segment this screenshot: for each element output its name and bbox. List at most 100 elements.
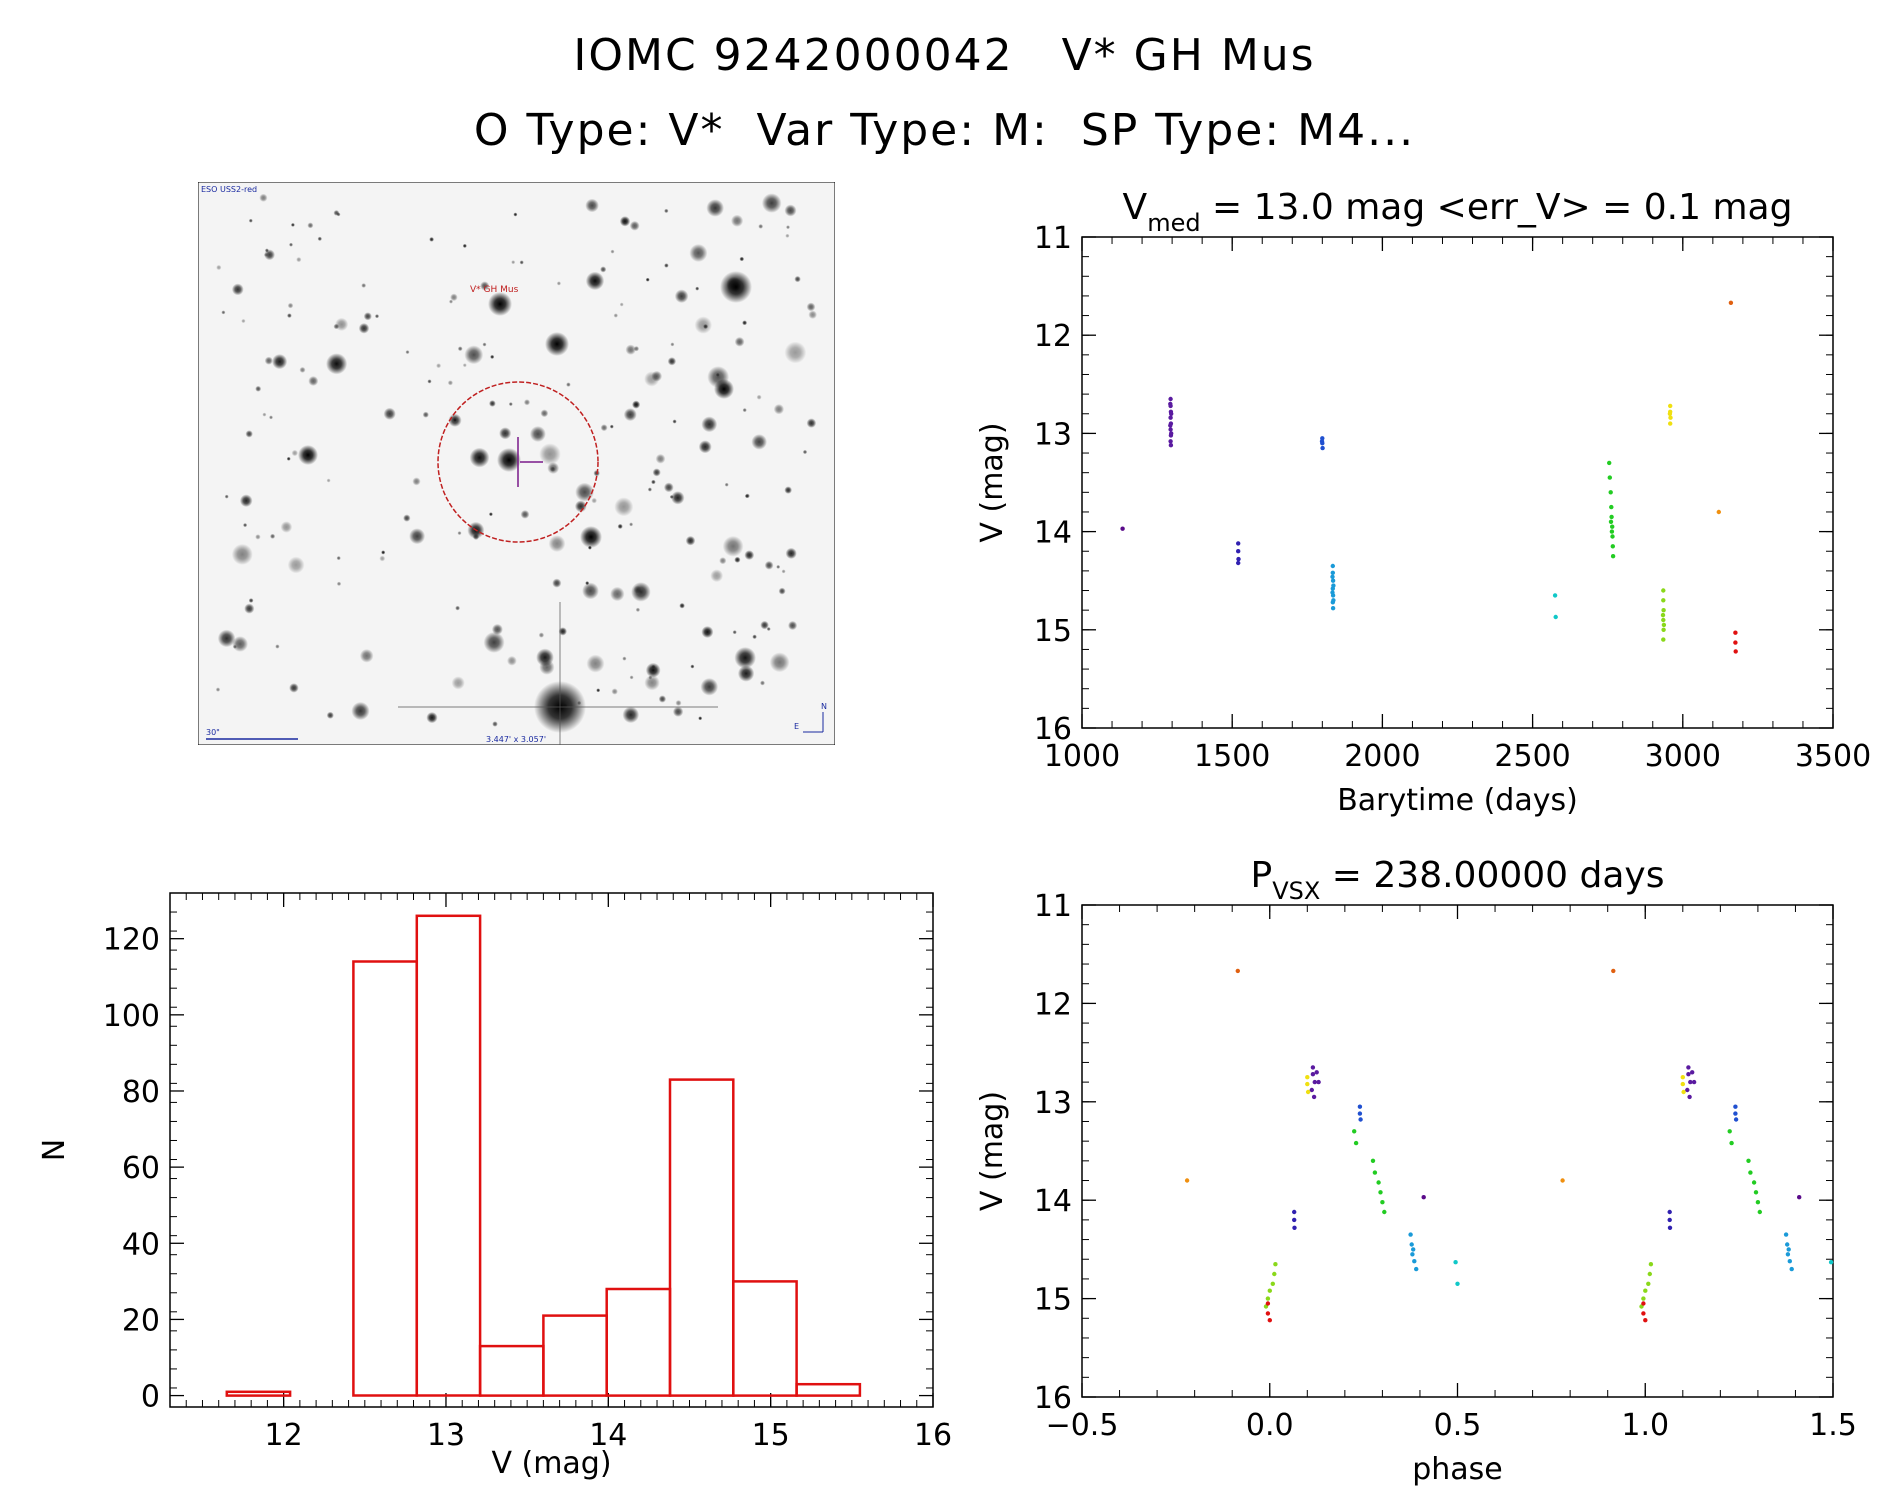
lightcurve-point xyxy=(1610,544,1616,549)
phased-point xyxy=(1412,1259,1417,1264)
phased-point xyxy=(1353,1140,1359,1146)
lightcurve-point xyxy=(1733,640,1738,645)
phased-point xyxy=(1787,1259,1793,1264)
lightcurve-point xyxy=(1330,590,1335,595)
lightcurve-ytick-label: 14 xyxy=(1034,516,1072,551)
lightcurve-point xyxy=(1733,649,1738,654)
lightcurve-point xyxy=(1608,519,1614,524)
phased-point xyxy=(1312,1079,1318,1085)
chart-subtitle: O Type: V* Var Type: M: SP Type: M4... xyxy=(473,105,1416,156)
phased-point xyxy=(1305,1089,1311,1095)
lightcurve-xtick-label: 3000 xyxy=(1645,739,1721,774)
phased-point xyxy=(1410,1252,1415,1257)
phased-point xyxy=(1751,1180,1757,1185)
histogram-x-axis-label: V (mag) xyxy=(491,1446,611,1481)
phased-xtick-label: 1.0 xyxy=(1621,1408,1669,1443)
phased-point xyxy=(1311,1094,1317,1100)
lightcurve-xtick-label: 2500 xyxy=(1494,739,1570,774)
survey-label: ESO USS2-red xyxy=(201,185,257,194)
lightcurve-point xyxy=(1169,431,1174,436)
lightcurve-point xyxy=(1330,563,1336,569)
lightcurve-xtick-label: 1500 xyxy=(1194,739,1270,774)
lightcurve-point xyxy=(1661,608,1666,613)
lightcurve-point xyxy=(1120,526,1125,531)
phased-point xyxy=(1370,1158,1376,1164)
lightcurve-point xyxy=(1667,411,1673,416)
histogram-ytick-label: 60 xyxy=(122,1151,160,1186)
phased-point xyxy=(1453,1260,1458,1265)
phased-point xyxy=(1380,1200,1385,1205)
phased-point xyxy=(1235,968,1241,974)
lightcurve-point xyxy=(1168,427,1173,432)
phased-point xyxy=(1378,1190,1383,1195)
phased-point xyxy=(1785,1242,1790,1247)
phased-point xyxy=(1783,1232,1789,1237)
phased-point xyxy=(1382,1209,1387,1215)
histogram-bar xyxy=(795,1382,862,1397)
histogram-xtick-label: 16 xyxy=(914,1418,952,1453)
compass-icon xyxy=(803,712,824,733)
phased-point xyxy=(1455,1281,1460,1287)
phased-point xyxy=(1265,1311,1271,1316)
phased-point xyxy=(1314,1070,1319,1075)
phased-point xyxy=(1753,1190,1759,1195)
phased-plot-frame xyxy=(1081,904,1834,1398)
phased-point xyxy=(1414,1266,1419,1272)
phased-ytick-label: 11 xyxy=(1034,889,1072,924)
lightcurve-point xyxy=(1236,556,1241,562)
lightcurve-point xyxy=(1330,578,1336,583)
phased-point xyxy=(1358,1117,1363,1122)
lightcurve-point xyxy=(1330,570,1336,575)
histogram-bar xyxy=(668,1078,735,1397)
phased-point xyxy=(1316,1079,1321,1085)
phased-point xyxy=(1667,1209,1672,1215)
phased-point xyxy=(1641,1296,1646,1301)
phased-point xyxy=(1785,1252,1791,1257)
phased-point xyxy=(1292,1225,1297,1231)
phased-point xyxy=(1686,1065,1691,1070)
phased-xtick-label: 0.5 xyxy=(1434,1408,1482,1443)
lightcurve-point xyxy=(1168,401,1173,407)
lightcurve-point xyxy=(1236,541,1241,546)
phased-point xyxy=(1828,1260,1834,1265)
lightcurve-point xyxy=(1168,423,1173,428)
phased-point xyxy=(1789,1266,1794,1272)
lightcurve-point xyxy=(1610,534,1615,539)
lightcurve-point xyxy=(1609,529,1615,534)
phased-point xyxy=(1409,1242,1414,1247)
phased-point xyxy=(1310,1072,1316,1077)
phased-point xyxy=(1357,1104,1363,1109)
crosshair-icon xyxy=(517,437,543,487)
phased-point xyxy=(1611,968,1616,974)
phased-point xyxy=(1292,1217,1297,1223)
lightcurve-y-axis-label: V (mag) xyxy=(975,422,1010,542)
phased-point xyxy=(1352,1129,1357,1134)
lightcurve-point xyxy=(1661,588,1666,593)
phased-point xyxy=(1641,1311,1646,1316)
phased-point xyxy=(1641,1301,1646,1306)
phased-point xyxy=(1685,1087,1690,1093)
phased-point xyxy=(1748,1170,1753,1175)
lightcurve-point xyxy=(1716,509,1722,515)
phased-point xyxy=(1267,1318,1273,1323)
phased-ytick-label: 15 xyxy=(1034,1283,1072,1318)
lightcurve-point xyxy=(1607,460,1612,466)
lightcurve-point xyxy=(1168,396,1173,402)
phased-point xyxy=(1733,1111,1738,1116)
lightcurve-point xyxy=(1668,403,1673,409)
lightcurve-point xyxy=(1610,524,1615,529)
phased-ytick-label: 14 xyxy=(1034,1184,1072,1219)
lightcurve-point xyxy=(1331,598,1336,603)
fov-label: 3.447' x 3.057' xyxy=(486,735,546,744)
lightcurve-point xyxy=(1168,439,1173,444)
lightcurve-point xyxy=(1168,443,1174,448)
scale-label: 30" xyxy=(206,728,220,737)
lightcurve-point xyxy=(1168,415,1173,420)
sky-image: V* GH Mus ESO USS2-red 30" 3.447' x 3.05… xyxy=(198,182,835,745)
histogram-ytick-label: 100 xyxy=(103,999,160,1034)
lightcurve-point xyxy=(1661,617,1666,623)
phased-point xyxy=(1755,1200,1761,1205)
phased-point xyxy=(1272,1271,1277,1277)
histogram-xtick-label: 15 xyxy=(752,1418,790,1453)
